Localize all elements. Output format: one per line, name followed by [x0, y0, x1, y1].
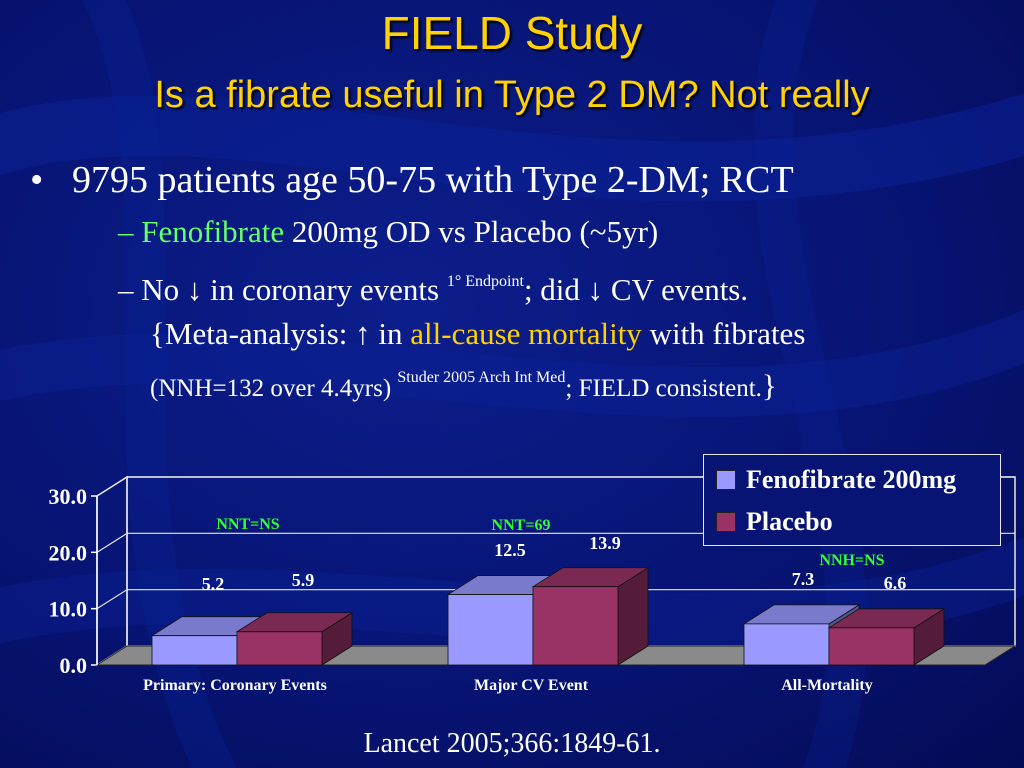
outcomes-line-1: – No ↓ in coronary events 1° Endpoint; d… — [118, 260, 1010, 312]
bar-fenofibrate — [743, 623, 830, 666]
data-label: 12.5 — [494, 540, 526, 560]
outcomes-text-d: CV events. — [603, 272, 749, 307]
treatment-text: 200mg OD vs Placebo (~5yr) — [284, 214, 659, 249]
data-label: 6.6 — [884, 573, 907, 593]
nnt-annotation: NNH=NS — [819, 552, 884, 569]
data-label: 7.3 — [792, 569, 815, 589]
x-category-label: All-Mortality — [781, 677, 873, 694]
meta-text-b: in — [370, 316, 411, 351]
bar-fenofibrate — [447, 594, 534, 666]
down-arrow-icon: ↓ — [186, 272, 203, 307]
outcomes-text-b: in coronary events — [202, 272, 447, 307]
y-tick-label: 20.0 — [49, 540, 88, 565]
slide-title: FIELD Study — [381, 7, 643, 59]
legend-label-fenofibrate: Fenofibrate 200mg — [746, 465, 957, 494]
x-category-label: Major CV Event — [474, 677, 589, 694]
field-consistent-text: ; FIELD consistent. — [565, 375, 762, 402]
bullet-main-text: 9795 patients age 50-75 with Type 2-DM; … — [72, 159, 794, 201]
x-category-label: Primary: Coronary Events — [143, 677, 327, 694]
y-tick-label: 10.0 — [49, 597, 88, 622]
mortality-highlight: all-cause mortality — [410, 316, 642, 351]
nnh-text: (NNH=132 over 4.4yrs) — [150, 375, 398, 402]
endpoint-superscript: 1° Endpoint — [446, 273, 524, 290]
slide-subtitle: Is a fibrate useful in Type 2 DM? Not re… — [154, 74, 870, 116]
gridline — [96, 589, 1015, 610]
legend-label-placebo: Placebo — [746, 507, 833, 536]
chart-side-wall — [96, 475, 128, 667]
fenofibrate-highlight: Fenofibrate — [141, 214, 285, 249]
data-label: 5.2 — [202, 574, 225, 594]
data-label: 5.9 — [292, 570, 315, 590]
nnt-annotation: NNT=NS — [216, 516, 279, 533]
meta-text-a: {Meta-analysis: — [150, 316, 356, 351]
sub-bullet-treatment: – Fenofibrate 200mg OD vs Placebo (~5yr) — [118, 212, 1010, 252]
y-tick-label: 0.0 — [60, 653, 88, 678]
outcomes-text-c: ; did — [523, 272, 588, 307]
bar-placebo — [828, 627, 915, 666]
outcomes-line-3: (NNH=132 over 4.4yrs) Studer 2005 Arch I… — [118, 356, 1010, 411]
outcomes-text-a: – No — [118, 272, 187, 307]
bullet-main: • 9795 patients age 50-75 with Type 2-DM… — [30, 158, 1010, 202]
citation: Lancet 2005;366:1849-61. — [363, 728, 661, 759]
bar-fenofibrate — [151, 635, 238, 666]
legend-swatch-placebo — [716, 512, 736, 532]
nnt-annotation: NNT=69 — [492, 517, 551, 534]
meta-text-c: with fibrates — [641, 316, 806, 351]
bar-placebo — [236, 631, 323, 666]
chart-legend: Fenofibrate 200mg Placebo — [703, 454, 1001, 546]
bar-placebo — [532, 586, 619, 666]
sub-bullet-outcomes: – No ↓ in coronary events 1° Endpoint; d… — [118, 260, 1010, 411]
legend-item-fenofibrate: Fenofibrate 200mg — [716, 465, 956, 495]
down-arrow-icon: ↓ — [587, 272, 604, 307]
dash-marker: – — [118, 214, 134, 249]
bullet-list: • 9795 patients age 50-75 with Type 2-DM… — [30, 158, 1010, 411]
closing-brace: } — [761, 368, 777, 403]
up-arrow-icon: ↑ — [355, 316, 371, 351]
y-tick-label: 30.0 — [49, 484, 88, 509]
bullet-dot-icon: • — [30, 159, 44, 201]
data-label: 13.9 — [589, 533, 621, 553]
legend-swatch-fenofibrate — [716, 470, 736, 490]
outcomes-line-2: {Meta-analysis: ↑ in all-cause mortality… — [118, 312, 1010, 356]
legend-item-placebo: Placebo — [716, 507, 833, 537]
studer-superscript: Studer 2005 Arch Int Med — [397, 369, 566, 386]
